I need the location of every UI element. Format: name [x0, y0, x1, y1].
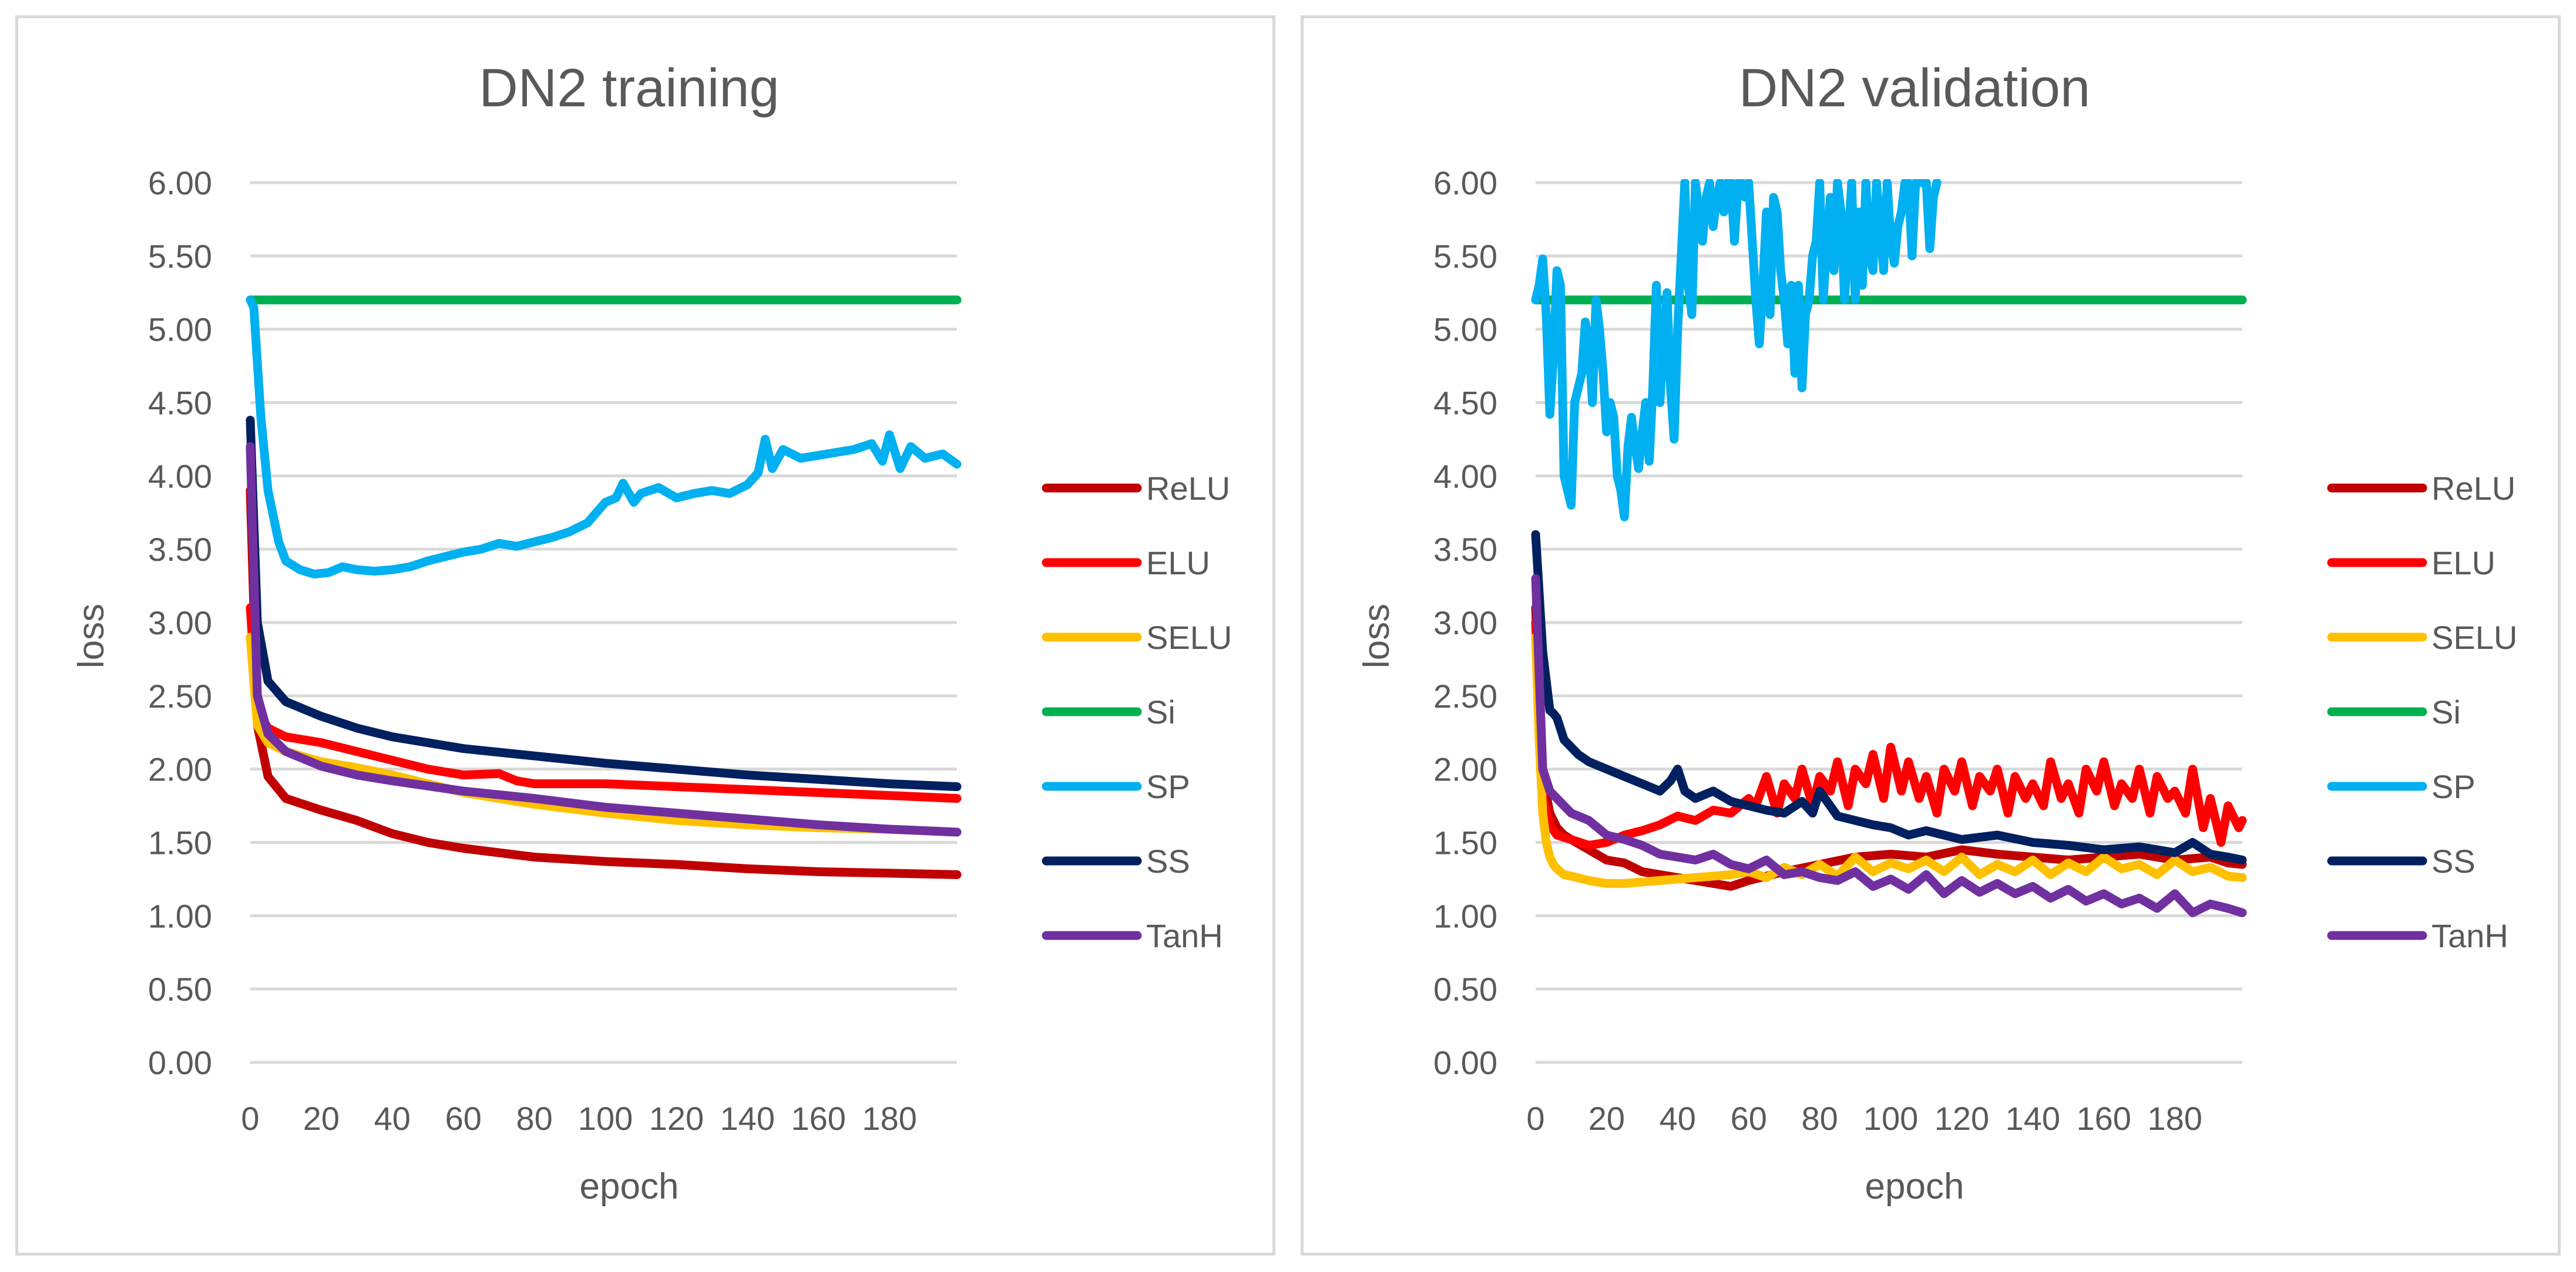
- y-tick-label: 0.00: [1433, 1044, 1497, 1081]
- x-tick-label: 60: [1731, 1100, 1767, 1137]
- y-tick-label: 1.50: [148, 825, 212, 862]
- x-tick-label: 80: [516, 1100, 552, 1137]
- y-tick-label: 4.50: [148, 385, 212, 422]
- x-tick-label: 140: [720, 1100, 775, 1137]
- legend-label-relu: ReLU: [1146, 470, 1230, 507]
- x-tick-label: 120: [1934, 1100, 1989, 1137]
- x-tick-label: 0: [241, 1100, 259, 1137]
- x-tick-label: 100: [578, 1100, 633, 1137]
- chart-title: DN2 training: [479, 58, 779, 118]
- series-line-tanh: [1531, 574, 2247, 917]
- legend-label-elu: ELU: [1146, 544, 1210, 581]
- y-tick-label: 1.00: [1433, 897, 1497, 934]
- legend-label-tanh: TanH: [2431, 917, 2508, 954]
- y-tick-label: 6.00: [1433, 164, 1497, 201]
- y-tick-label: 5.00: [148, 311, 212, 348]
- series-line-ss: [1531, 530, 2247, 864]
- y-tick-label: 2.00: [1433, 751, 1497, 788]
- y-tick-label: 6.00: [148, 164, 212, 201]
- x-tick-label: 20: [1588, 1100, 1625, 1137]
- legend-label-sp: SP: [1146, 768, 1190, 805]
- x-tick-label: 140: [2006, 1100, 2060, 1137]
- x-tick-label: 160: [2077, 1100, 2131, 1137]
- y-tick-label: 4.00: [148, 457, 212, 494]
- series-line-ss: [246, 416, 962, 792]
- x-axis-label: epoch: [580, 1166, 679, 1207]
- x-tick-label: 60: [445, 1100, 482, 1137]
- legend-label-sp: SP: [2431, 768, 2476, 805]
- legend-label-selu: SELU: [2431, 619, 2517, 656]
- x-tick-label: 100: [1863, 1100, 1918, 1137]
- legend-label-selu: SELU: [1146, 619, 1232, 656]
- y-tick-label: 2.50: [148, 678, 212, 715]
- x-tick-label: 120: [649, 1100, 704, 1137]
- legend-label-elu: ELU: [2431, 544, 2496, 581]
- x-tick-label: 180: [862, 1100, 916, 1137]
- x-tick-label: 0: [1526, 1100, 1544, 1137]
- y-tick-label: 0.50: [1433, 971, 1497, 1008]
- y-tick-label: 2.00: [148, 751, 212, 788]
- y-tick-label: 3.00: [148, 604, 212, 641]
- chart-panel-validation: DN2 validation 0.00 0.50 1.00 1.50 2.00 2.50 3…: [1301, 15, 2561, 1256]
- training-chart: DN2 training 0.00 0.50 1.00 1.50 2.00 2.50 3.0…: [71, 58, 1232, 1207]
- y-tick-label: 5.50: [148, 238, 212, 275]
- legend-label-tanh: TanH: [1146, 917, 1223, 954]
- series-line-relu: [246, 486, 962, 879]
- x-tick-label: 80: [1801, 1100, 1838, 1137]
- x-tick-label: 40: [374, 1100, 411, 1137]
- series-line-elu: [1531, 618, 2247, 850]
- y-axis-label: loss: [71, 604, 112, 668]
- y-tick-label: 1.50: [1433, 825, 1497, 862]
- series-line-elu: [246, 603, 962, 803]
- x-tick-label: 160: [791, 1100, 846, 1137]
- legend-label-relu: ReLU: [2431, 470, 2515, 507]
- y-tick-label: 4.00: [1433, 457, 1497, 494]
- x-tick-label: 180: [2147, 1100, 2202, 1137]
- legend-label-ss: SS: [2431, 843, 2476, 880]
- y-tick-label: 2.50: [1433, 678, 1497, 715]
- y-tick-label: 1.00: [148, 897, 212, 934]
- legend-label-si: Si: [2431, 694, 2461, 731]
- y-tick-label: 5.50: [1433, 238, 1497, 275]
- y-tick-label: 4.50: [1433, 385, 1497, 422]
- y-tick-label: 3.50: [148, 531, 212, 568]
- y-tick-label: 3.00: [1433, 604, 1497, 641]
- legend-label-si: Si: [1146, 694, 1176, 731]
- series-line-tanh: [246, 442, 962, 837]
- y-tick-label: 3.50: [1433, 531, 1497, 568]
- y-tick-label: 0.00: [148, 1044, 212, 1081]
- x-tick-label: 20: [303, 1100, 340, 1137]
- series-line-sp: [1531, 179, 1942, 521]
- x-tick-label: 40: [1660, 1100, 1696, 1137]
- series-line-sp: [246, 295, 962, 579]
- legend-label-ss: SS: [1146, 843, 1190, 880]
- chart-panel-training: DN2 training 0.00 0.50 1.00 1.50 2.00 2.50 3.0…: [15, 15, 1275, 1256]
- chart-title: DN2 validation: [1739, 58, 2090, 118]
- y-tick-label: 0.50: [148, 971, 212, 1008]
- y-axis-label: loss: [1356, 604, 1397, 668]
- validation-chart: DN2 validation 0.00 0.50 1.00 1.50 2.00 2.50 3…: [1356, 58, 2517, 1207]
- x-axis-label: epoch: [1865, 1166, 1964, 1207]
- y-tick-label: 5.00: [1433, 311, 1497, 348]
